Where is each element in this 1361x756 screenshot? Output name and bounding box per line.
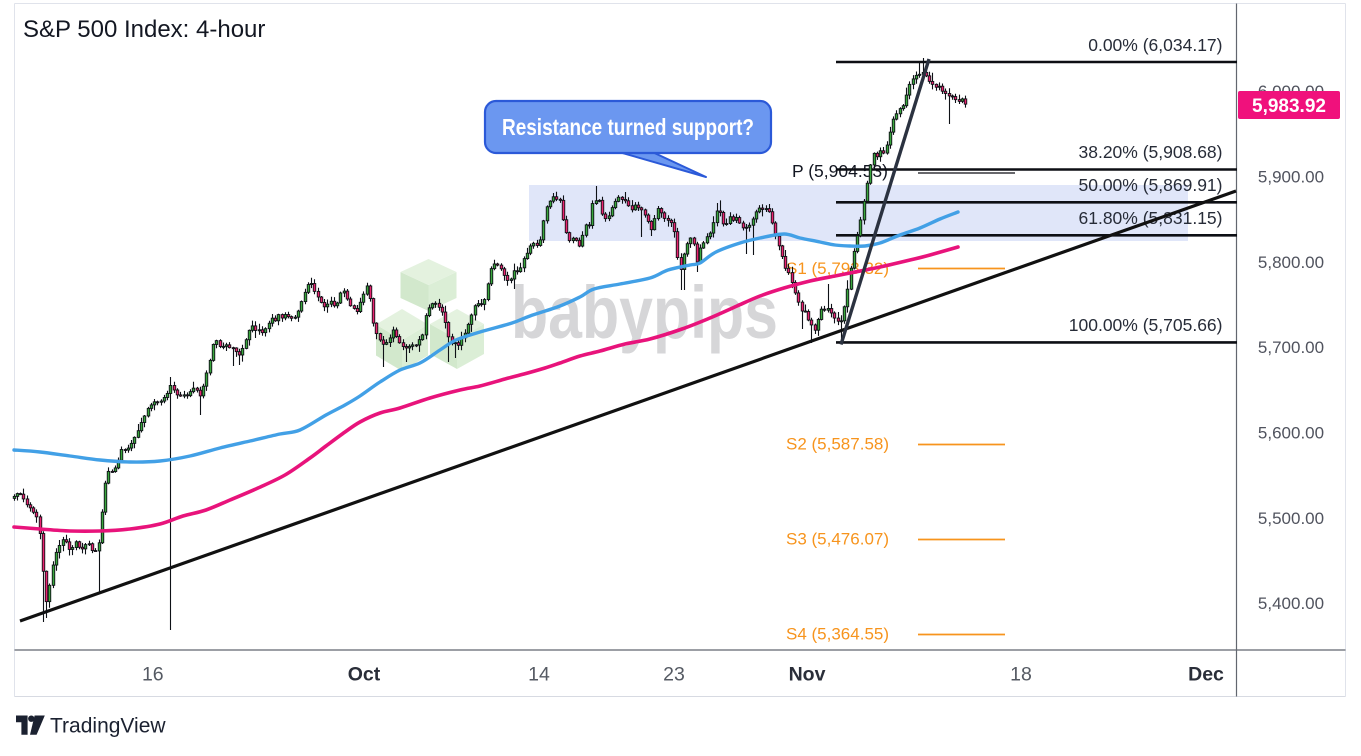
svg-text:S4 (5,364.55): S4 (5,364.55): [786, 625, 889, 644]
svg-text:5,400.00: 5,400.00: [1258, 594, 1324, 613]
svg-text:5,500.00: 5,500.00: [1258, 509, 1324, 528]
svg-text:P (5,904.53): P (5,904.53): [792, 161, 888, 181]
svg-text:Nov: Nov: [789, 664, 826, 686]
svg-text:38.20% (5,908.68): 38.20% (5,908.68): [1079, 142, 1223, 162]
svg-text:TradingView: TradingView: [50, 715, 166, 738]
svg-text:0.00% (6,034.17): 0.00% (6,034.17): [1088, 35, 1222, 55]
svg-text:Dec: Dec: [1188, 664, 1224, 686]
svg-text:Resistance turned support?: Resistance turned support?: [502, 114, 754, 140]
svg-text:Oct: Oct: [348, 664, 381, 686]
svg-text:S3 (5,476.07): S3 (5,476.07): [786, 530, 889, 549]
svg-text:5,900.00: 5,900.00: [1258, 168, 1324, 187]
svg-text:5,800.00: 5,800.00: [1258, 253, 1324, 272]
svg-text:5,983.92: 5,983.92: [1252, 96, 1326, 117]
svg-text:50.00% (5,869.91): 50.00% (5,869.91): [1079, 175, 1223, 195]
svg-text:14: 14: [528, 664, 550, 686]
svg-text:16: 16: [142, 664, 164, 686]
svg-text:S&P 500 Index: 4-hour: S&P 500 Index: 4-hour: [23, 16, 265, 43]
svg-text:5,600.00: 5,600.00: [1258, 424, 1324, 443]
svg-text:5,700.00: 5,700.00: [1258, 338, 1324, 357]
svg-text:23: 23: [663, 664, 685, 686]
svg-text:100.00% (5,705.66): 100.00% (5,705.66): [1069, 315, 1223, 335]
svg-text:S2 (5,587.58): S2 (5,587.58): [786, 435, 889, 454]
svg-text:18: 18: [1010, 664, 1032, 686]
svg-text:61.80% (5,831.15): 61.80% (5,831.15): [1079, 208, 1223, 228]
